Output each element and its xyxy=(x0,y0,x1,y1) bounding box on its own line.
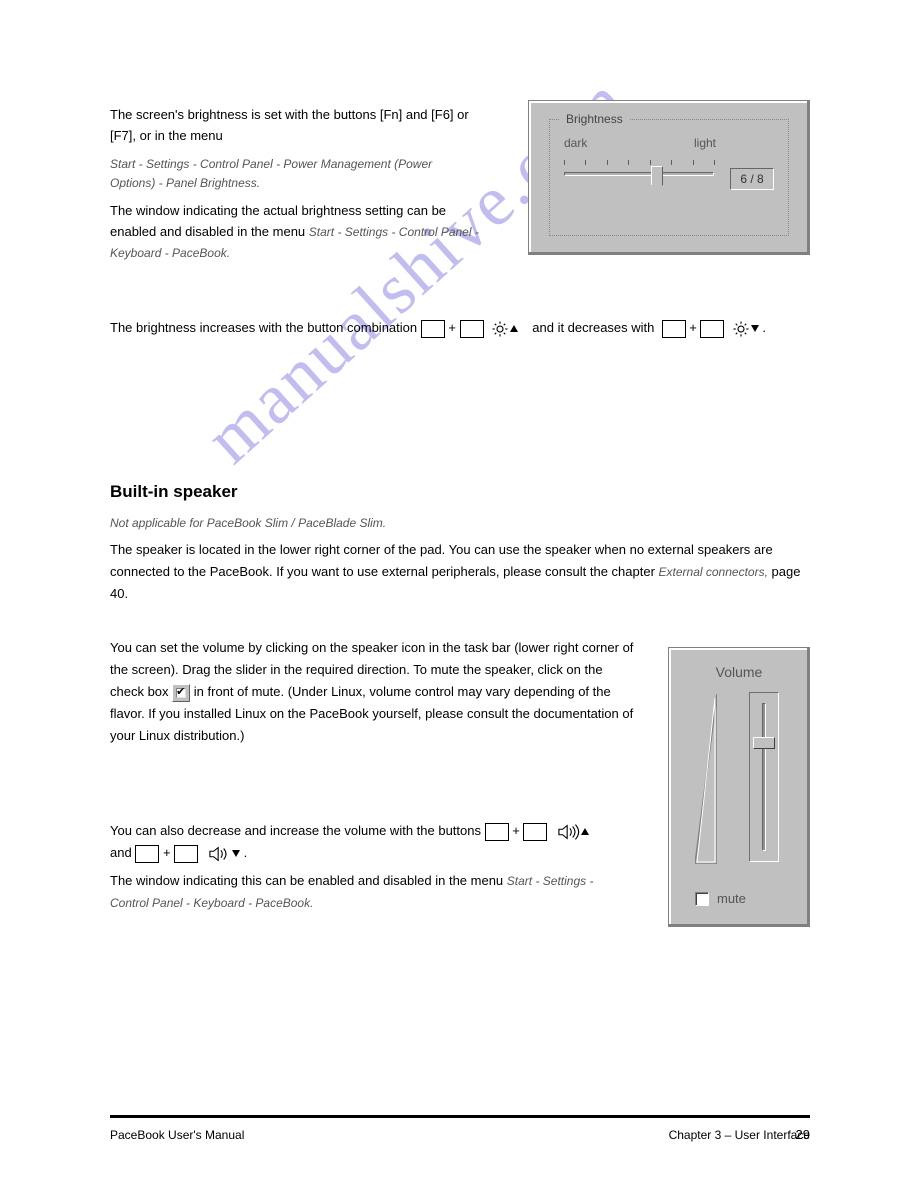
volume-scale-icon xyxy=(695,694,717,867)
footer-left: PaceBook User's Manual xyxy=(110,1128,244,1142)
brightness-panel: Brightness dark light 6 / 8 xyxy=(528,100,810,255)
mute-checkbox-inline: ✔ xyxy=(172,684,190,702)
footer-right: Chapter 3 – User Interface xyxy=(669,1128,810,1142)
brightness-fieldset: Brightness dark light 6 / 8 xyxy=(549,119,789,236)
brightness-key-combo: The brightness increases with the button… xyxy=(110,317,790,345)
volume-panel: Volume mute xyxy=(668,647,810,927)
speaker-location: The speaker is located in the lower righ… xyxy=(110,539,810,605)
brightness-window-note: The window indicating the actual brightn… xyxy=(110,201,480,263)
key-fn-vol-down xyxy=(135,845,159,863)
speaker-down-icon xyxy=(205,845,243,860)
key-fn-vol-up xyxy=(485,823,509,841)
speaker-not-applicable: Not applicable for PaceBook Slim / PaceB… xyxy=(110,513,810,533)
volume-key-combo: You can also decrease and increase the v… xyxy=(110,820,630,920)
volume-window-note: The window indicating this can be enable… xyxy=(110,870,630,914)
speaker-up-icon xyxy=(555,823,590,838)
volume-text-block: You can set the volume by clicking on th… xyxy=(110,637,640,755)
key-f6 xyxy=(700,320,724,338)
brightness-intro: The screen's brightness is set with the … xyxy=(110,105,480,147)
brightness-fieldset-label: Brightness xyxy=(560,112,629,126)
key-fn xyxy=(421,320,445,338)
key-fn-2 xyxy=(662,320,686,338)
footer-divider xyxy=(110,1115,810,1118)
speaker-heading: Built-in speaker xyxy=(110,478,810,507)
volume-slider[interactable] xyxy=(749,692,779,862)
brightness-light-label: light xyxy=(694,136,716,150)
volume-slider-thumb[interactable] xyxy=(753,737,775,749)
brightness-dark-label: dark xyxy=(564,136,587,150)
footer: PaceBook User's Manual Chapter 3 – User … xyxy=(110,1128,810,1142)
brightness-text-block: The screen's brightness is set with the … xyxy=(110,105,480,271)
key-f7 xyxy=(460,320,484,338)
key-f9 xyxy=(174,845,198,863)
brightness-down-icon xyxy=(732,320,759,338)
brightness-up-icon xyxy=(491,320,518,338)
page-number: 29 xyxy=(796,1127,810,1142)
key-f8 xyxy=(523,823,547,841)
brightness-menu-path: Start - Settings - Control Panel - Power… xyxy=(110,155,480,193)
volume-label: Volume xyxy=(669,664,809,680)
brightness-value-readout: 6 / 8 xyxy=(730,168,774,190)
brightness-slider[interactable] xyxy=(564,160,714,200)
speaker-section: Built-in speaker Not applicable for Pace… xyxy=(110,478,810,612)
brightness-slider-thumb[interactable] xyxy=(651,166,663,186)
mute-checkbox[interactable] xyxy=(695,892,709,906)
mute-label: mute xyxy=(717,891,746,906)
